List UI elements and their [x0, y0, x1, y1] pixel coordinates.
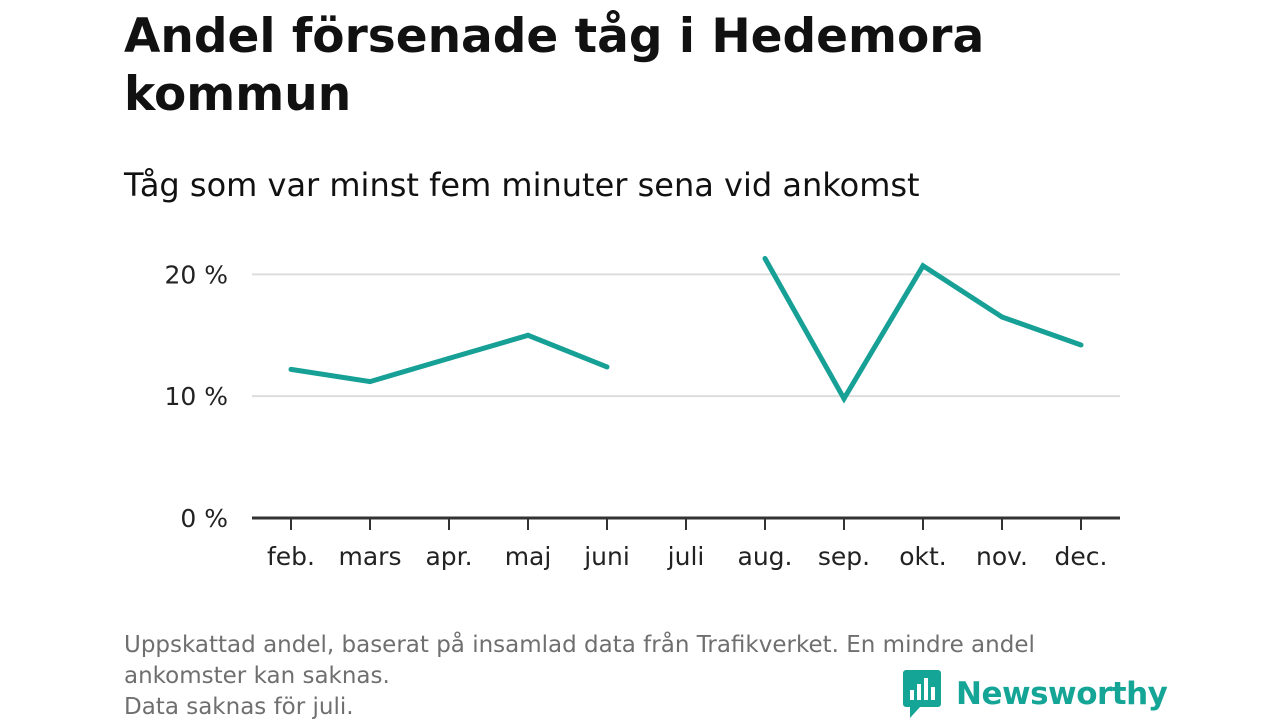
chart-title: Andel försenade tåg i Hedemora kommun: [124, 9, 985, 122]
x-tick-label: mars: [339, 542, 402, 571]
chart-subtitle: Tåg som var minst fem minuter sena vid a…: [124, 166, 920, 204]
missing-data-note: Data saknas för juli.: [124, 694, 354, 720]
x-axis: feb. mars apr. maj juni juli aug. sep. okt. nov. d…: [252, 516, 1120, 571]
x-tick-label: nov.: [976, 542, 1028, 571]
data-point: [1078, 342, 1084, 348]
data-point: [446, 355, 452, 361]
source-note: Uppskattad andel, baserat på insamlad da…: [124, 630, 1164, 723]
y-tick-label: 10 %: [164, 382, 228, 411]
brand-name: Newsworthy: [956, 676, 1168, 712]
data-point: [525, 332, 531, 338]
data-point: [762, 256, 768, 262]
y-tick-label: 0 %: [180, 504, 228, 533]
newsworthy-logo-icon: [903, 670, 941, 718]
x-tick-label: juli: [667, 542, 705, 571]
data-point: [841, 396, 847, 402]
line-chart: 0 % 10 % 20 % feb. mars apr. maj juni juli aug. s…: [164, 256, 1120, 571]
source-note-line: Uppskattad andel, baserat på insamlad da…: [124, 632, 1035, 689]
data-point: [920, 263, 926, 269]
data-point: [604, 364, 610, 370]
x-tick-label: feb.: [267, 542, 315, 571]
y-axis-tick-labels: 0 % 10 % 20 %: [164, 260, 228, 533]
data-series: [288, 256, 1084, 404]
x-tick-label: sep.: [818, 542, 870, 571]
data-point: [367, 379, 373, 385]
data-point: [288, 366, 294, 372]
brand: Newsworthy: [902, 668, 1168, 720]
x-tick-label: apr.: [425, 542, 472, 571]
x-tick-label: aug.: [738, 542, 793, 571]
x-tick-label: juni: [583, 542, 630, 571]
x-tick-label: maj: [505, 542, 552, 571]
x-tick-label: dec.: [1055, 542, 1108, 571]
data-point: [999, 314, 1005, 320]
x-tick-label: okt.: [899, 542, 947, 571]
y-tick-label: 20 %: [164, 260, 228, 289]
gridlines: [252, 273, 1120, 398]
series-line-segment: [762, 257, 1082, 404]
